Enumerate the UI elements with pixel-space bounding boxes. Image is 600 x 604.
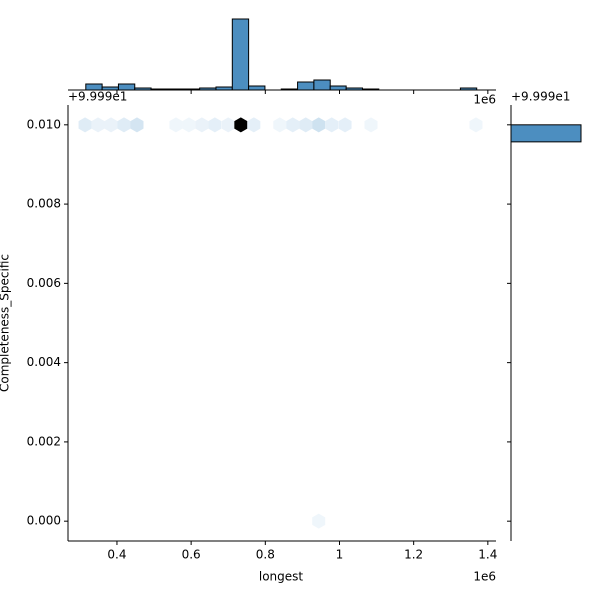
hexbin [182, 117, 196, 133]
hexbin [78, 117, 92, 133]
hexbin [364, 117, 378, 133]
hexbin [299, 117, 313, 133]
x-tick-label: 1.4 [478, 548, 497, 562]
x-hist-bar [329, 85, 347, 91]
x-hist-bar [85, 83, 103, 91]
y-tick-label: 0.010 [27, 117, 61, 131]
hexbin [104, 117, 118, 133]
hexbin [312, 513, 326, 529]
hexbin [234, 117, 248, 133]
hexbin [469, 117, 483, 133]
hexbin [273, 117, 287, 133]
hexbin [247, 117, 261, 133]
y-tick-label: 0.000 [27, 514, 61, 528]
x-hist-bar [166, 88, 184, 91]
y-tick-label: 0.008 [27, 197, 61, 211]
x-axis-label: longest [259, 570, 304, 584]
hexbin [325, 117, 339, 133]
x-tick-label: 1 [336, 548, 344, 562]
x-tick-label: 0.6 [182, 548, 201, 562]
hexbin [338, 117, 352, 133]
hexbin [195, 117, 209, 133]
y-axis-label: Completeness_Specific [0, 254, 12, 392]
hexbin [221, 117, 235, 133]
x-hist-bar [345, 87, 363, 91]
x-hist-bar [280, 88, 299, 91]
hexbin [130, 117, 144, 133]
hexbin [208, 117, 222, 133]
x-hist-bar [215, 86, 233, 91]
x-hist-bar [361, 88, 380, 91]
hexbin [117, 117, 131, 133]
y-tick-label: 0.006 [27, 276, 61, 290]
x-hist-bar [150, 88, 168, 91]
x-hist-bar [231, 18, 250, 91]
hexbin [286, 117, 300, 133]
x-offset-label: 1e6 [473, 570, 496, 584]
x-tick-label: 0.4 [107, 548, 126, 562]
x-tick-label: 0.8 [256, 548, 275, 562]
y-offset-label: +9.999e1 [68, 90, 127, 104]
x-hist-bar [101, 86, 119, 91]
x-hist-bar [134, 87, 152, 91]
hexbin [169, 117, 183, 133]
x-tick-label: 1.2 [404, 548, 423, 562]
x-hist-bar [199, 87, 217, 91]
x-hist-bar [297, 81, 315, 91]
hexbin [91, 117, 105, 133]
marginal-y-offset-label: +9.999e1 [511, 90, 570, 104]
marginal-x-offset-label: 1e6 [473, 93, 496, 107]
y-tick-label: 0.002 [27, 434, 61, 448]
hexbin [312, 117, 326, 133]
x-hist-bar [117, 83, 136, 91]
y-tick-label: 0.004 [27, 355, 61, 369]
x-hist-bar [182, 88, 201, 91]
y-hist-bar [510, 124, 582, 143]
x-hist-bar [313, 79, 331, 91]
x-hist-bar [248, 85, 266, 91]
x-hist-bar [459, 87, 478, 91]
